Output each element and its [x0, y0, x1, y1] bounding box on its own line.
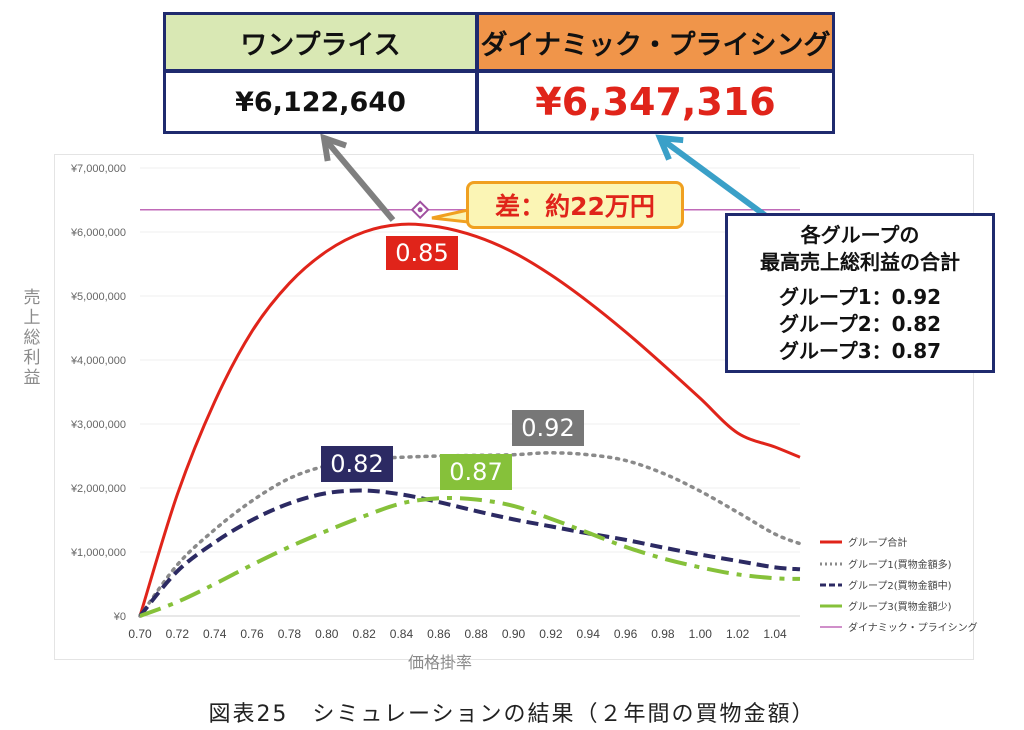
legend-label: グループ合計	[848, 538, 908, 549]
y-tick-label: ¥1,000,000	[70, 547, 126, 559]
peak-tag-group2: 0.82	[321, 446, 393, 482]
x-tick-label: 0.90	[502, 627, 526, 641]
x-tick-label: 0.88	[464, 627, 488, 641]
legend-item-group3: グループ3(買物金額少)	[820, 598, 952, 613]
x-tick-label: 0.70	[128, 627, 152, 641]
peak-diamond-dot	[417, 207, 423, 213]
legend-label: グループ1(買物金額多)	[848, 560, 952, 571]
y-tick-label: ¥5,000,000	[70, 291, 126, 303]
callout-pointer	[431, 208, 470, 224]
series-line-3	[139, 495, 801, 618]
difference-callout: 差：約22万円	[466, 181, 684, 229]
series-line-0	[138, 222, 801, 617]
x-tick-label: 1.04	[763, 627, 787, 641]
y-tick-label: ¥7,000,000	[70, 163, 126, 175]
x-axis-label: 価格掛率	[408, 653, 473, 672]
arrow-to-dynamic-pricing	[658, 135, 768, 219]
y-tick-label: ¥4,000,000	[70, 355, 126, 367]
group-note-line1: 各グループの	[800, 222, 920, 247]
x-tick-label: 0.72	[166, 627, 190, 641]
peak-tag-group1: 0.92	[512, 410, 584, 446]
x-tick-label: 0.80	[315, 627, 339, 641]
peak-tag-total: 0.85	[386, 236, 458, 270]
x-tick-label: 0.94	[577, 627, 601, 641]
arrow-to-one-price	[321, 136, 396, 222]
legend-item-group1: グループ1(買物金額多)	[820, 556, 952, 571]
figure-caption: 図表25 シミュレーションの結果（２年間の買物金額）	[208, 702, 816, 727]
one-price-value: ¥6,122,640	[163, 70, 478, 134]
group-note-g1: グループ1：0.92	[778, 284, 942, 309]
legend-label: ダイナミック・プライシング	[848, 623, 978, 634]
x-tick-label: 0.82	[352, 627, 376, 641]
group-note-g3: グループ3：0.87	[778, 338, 942, 363]
y-tick-label: ¥2,000,000	[70, 483, 126, 495]
group-max-note: 各グループの 最高売上総利益の合計 グループ1：0.92 グループ2：0.82 …	[725, 213, 995, 373]
y-tick-label: ¥6,000,000	[70, 227, 126, 239]
group-note-g2: グループ2：0.82	[778, 311, 942, 336]
x-tick-label: 1.00	[689, 627, 713, 641]
arrow-to-dynamic-pricing-head	[655, 134, 684, 161]
y-axis-label: 売上総利益	[23, 288, 41, 388]
x-tick-label: 1.02	[726, 627, 750, 641]
y-tick-label: ¥3,000,000	[70, 419, 126, 431]
peak-tag-group3: 0.87	[440, 454, 512, 490]
legend-item-group2: グループ2(買物金額中)	[820, 577, 952, 592]
legend-label: グループ2(買物金額中)	[848, 581, 952, 592]
dynamic-pricing-header: ダイナミック・プライシング	[476, 12, 835, 72]
x-tick-label: 0.92	[539, 627, 563, 641]
dynamic-pricing-value: ¥6,347,316	[476, 70, 835, 134]
y-tick-label: ¥0	[113, 611, 126, 623]
x-tick-label: 0.84	[390, 627, 414, 641]
group-note-line2: 最高売上総利益の合計	[760, 249, 960, 274]
legend-item-total: グループ合計	[820, 534, 907, 549]
x-tick-label: 0.76	[240, 627, 264, 641]
x-tick-label: 0.86	[427, 627, 451, 641]
legend-label: グループ3(買物金額少)	[848, 602, 952, 613]
x-tick-label: 0.78	[278, 627, 302, 641]
x-tick-label: 0.96	[614, 627, 638, 641]
x-tick-label: 0.74	[203, 627, 227, 641]
arrow-to-one-price-head	[320, 133, 348, 162]
one-price-header: ワンプライス	[163, 12, 478, 72]
legend-item-dynamic: ダイナミック・プライシング	[820, 619, 978, 634]
x-tick-label: 0.98	[651, 627, 675, 641]
